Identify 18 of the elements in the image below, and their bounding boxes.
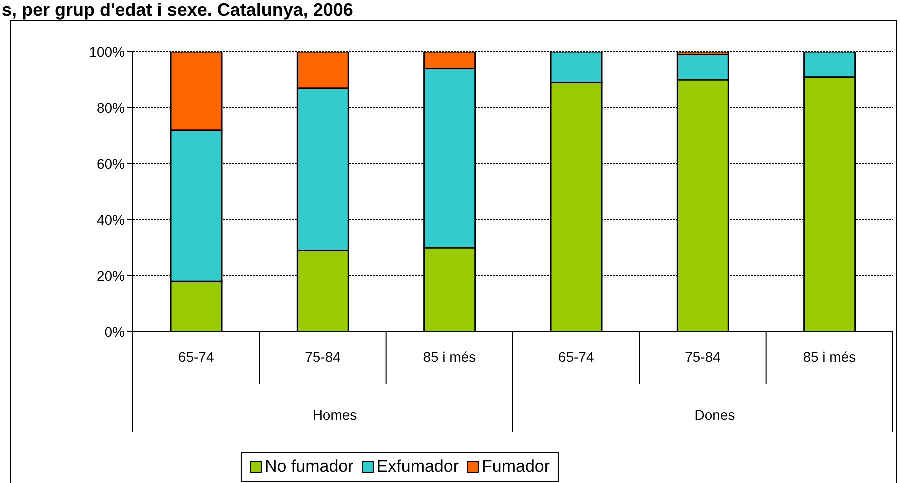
legend-label: Fumador — [482, 457, 550, 477]
x-tick-label: 65-74 — [558, 349, 594, 365]
chart-title: s, per grup d'edat i sexe. Catalunya, 2006 — [2, 0, 354, 20]
text: Dones — [694, 407, 736, 423]
x-tick-label: 65-74 — [178, 349, 214, 365]
legend-label: Exfumador — [376, 457, 459, 477]
y-tick-label: 80% — [96, 100, 125, 116]
x-tick-label: 75-84 — [305, 349, 342, 365]
y-tick-label: 20% — [96, 268, 125, 284]
y-tick-label: 40% — [96, 212, 125, 228]
y-tick-label: 100% — [89, 44, 125, 60]
legend-label: No fumador — [264, 457, 354, 477]
x-tick-label: 85 i més — [803, 349, 856, 365]
y-tick-label: 0% — [104, 324, 125, 340]
y-tick-label: 60% — [96, 156, 125, 172]
x-tick-label: 85 i més — [423, 349, 476, 365]
text: Homes — [312, 407, 358, 423]
x-tick-label: 75-84 — [685, 349, 722, 365]
